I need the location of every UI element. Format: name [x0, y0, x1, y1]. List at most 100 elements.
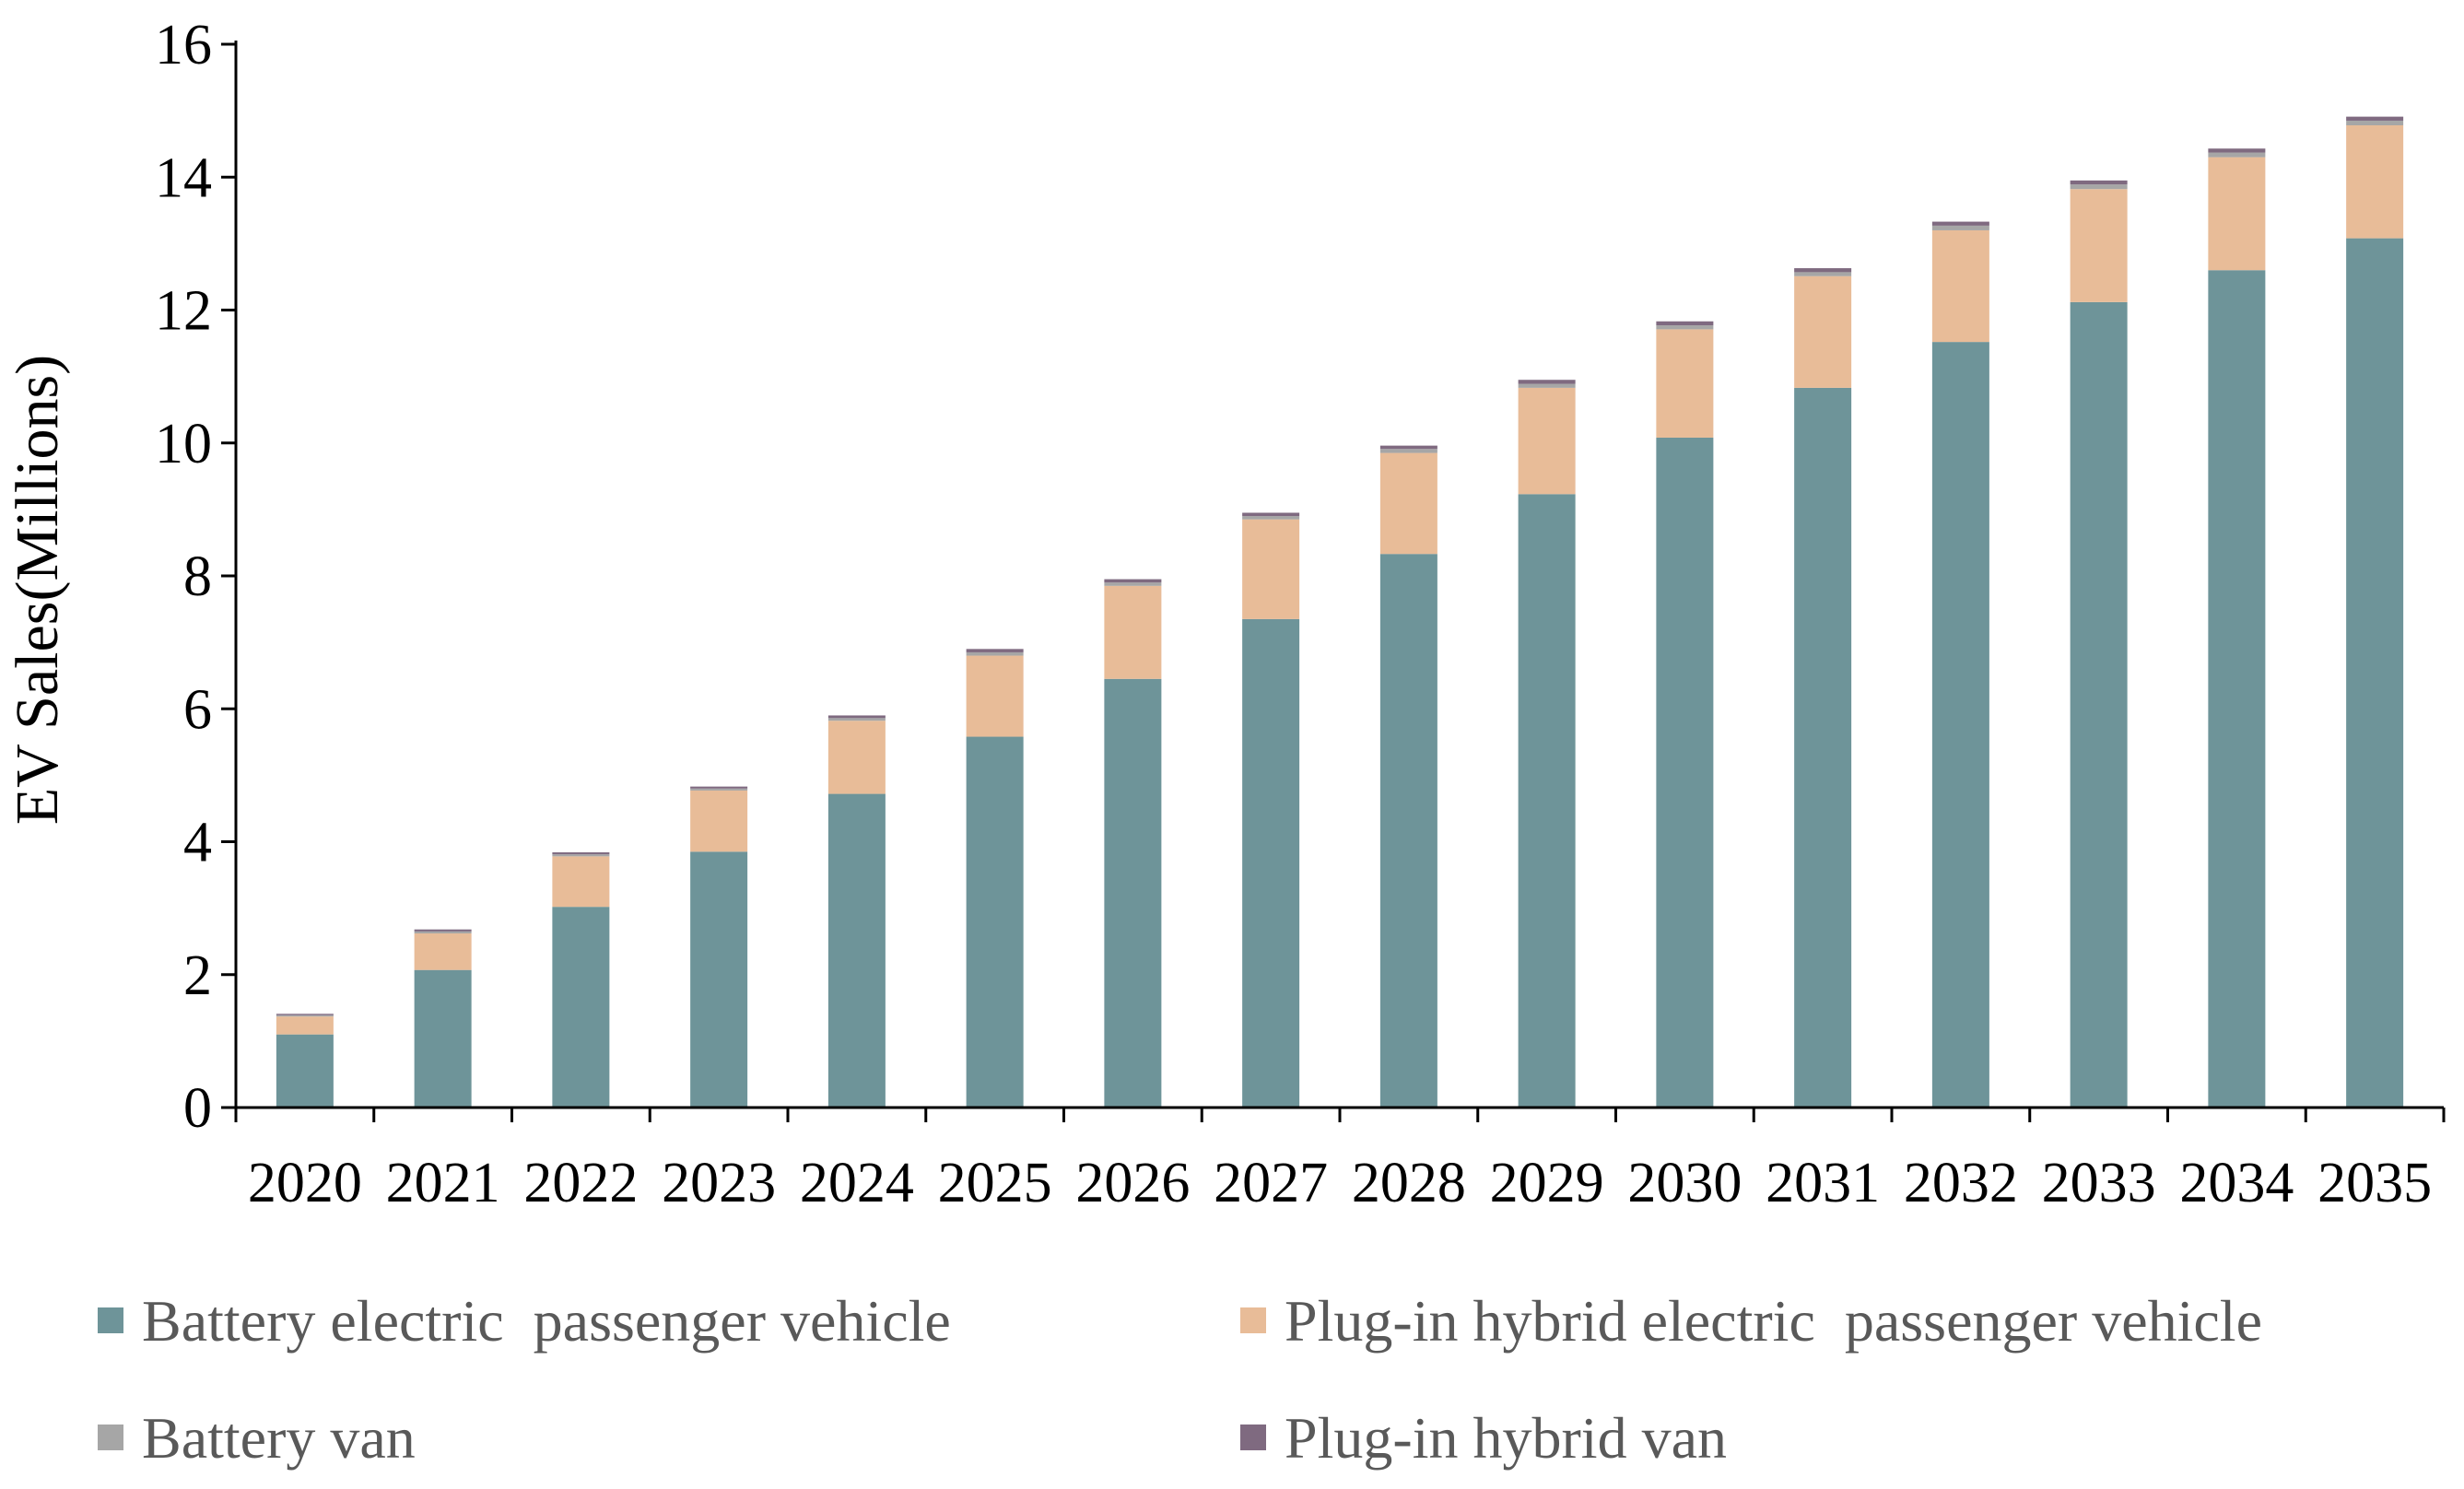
bar-2028-series-2	[1379, 452, 1437, 555]
bar-2029-series-1	[1518, 494, 1576, 1108]
y-tick-label-4: 4	[183, 812, 212, 874]
y-tick-label-0: 0	[183, 1077, 212, 1140]
bar-2025-series-3	[966, 651, 1024, 656]
legend: Battery electric passenger vehicle Plug-i…	[98, 1288, 2262, 1471]
bar-2025-series-1	[966, 736, 1024, 1108]
bar-2022-series-2	[552, 856, 610, 908]
bar-2034-series-1	[2208, 270, 2266, 1108]
legend-swatch-2	[1240, 1307, 1266, 1333]
bar-2020-series-2	[276, 1016, 334, 1035]
x-tick-label-2023: 2023	[662, 1152, 776, 1214]
bar-2022-series-4	[552, 852, 610, 855]
y-tick-label-8: 8	[183, 545, 212, 608]
bar-2033-series-4	[2070, 180, 2128, 185]
bar-2029-series-3	[1518, 383, 1576, 388]
bar-2030-series-2	[1656, 329, 1714, 438]
y-tick-label-14: 14	[155, 147, 212, 209]
bar-2023-series-1	[690, 851, 748, 1108]
legend-item-3: Battery van	[98, 1405, 416, 1471]
x-tick-label-2028: 2028	[1352, 1152, 1466, 1214]
bar-2026-series-2	[1104, 585, 1162, 679]
bar-2035-series-4	[2346, 116, 2404, 121]
x-tick-label-2025: 2025	[938, 1152, 1052, 1214]
bars-layer	[276, 116, 2404, 1108]
bar-2030-series-3	[1656, 325, 1714, 330]
bar-2027-series-4	[1242, 512, 1300, 517]
bar-2022-series-1	[552, 907, 610, 1108]
bar-2021-series-4	[414, 929, 472, 932]
bar-2032-series-3	[1931, 225, 1989, 230]
x-tick-label-2029: 2029	[1490, 1152, 1604, 1214]
bar-2020-series-1	[276, 1034, 334, 1108]
x-tick-label-2026: 2026	[1075, 1152, 1190, 1214]
y-tick-label-16: 16	[155, 14, 212, 76]
bar-2028-series-4	[1379, 445, 1437, 450]
legend-swatch-3	[98, 1425, 123, 1450]
bar-2028-series-3	[1379, 449, 1437, 453]
bar-2030-series-1	[1656, 437, 1714, 1108]
x-tick-label-2027: 2027	[1214, 1152, 1328, 1214]
x-tick-label-2020: 2020	[248, 1152, 362, 1214]
bar-2024-series-1	[827, 793, 886, 1108]
legend-label-2: Plug-in hybrid electric passenger vehicl…	[1285, 1288, 2262, 1354]
x-tick-label-2022: 2022	[523, 1152, 638, 1214]
bar-2032-series-4	[1931, 221, 1989, 226]
bar-2025-series-4	[966, 649, 1024, 652]
bar-2021-series-2	[414, 933, 472, 970]
x-tick-label-2032: 2032	[1904, 1152, 2018, 1214]
x-tick-label-2030: 2030	[1627, 1152, 1742, 1214]
y-axis-title: EV Sales(Millions)	[4, 355, 71, 825]
bar-2023-series-3	[690, 788, 748, 791]
bar-2029-series-2	[1518, 387, 1576, 495]
legend-label-4: Plug-in hybrid van	[1285, 1405, 1727, 1471]
bar-2026-series-3	[1104, 582, 1162, 586]
bar-2024-series-4	[827, 715, 886, 719]
bar-2032-series-2	[1931, 229, 1989, 343]
legend-label-1: Battery electric passenger vehicle	[142, 1288, 951, 1354]
bar-2029-series-4	[1518, 380, 1576, 384]
y-tick-label-12: 12	[155, 280, 212, 343]
bar-2021-series-1	[414, 969, 472, 1108]
x-tick-label-2035: 2035	[2317, 1152, 2432, 1214]
bar-2023-series-2	[690, 790, 748, 852]
bar-2034-series-2	[2208, 157, 2266, 271]
bar-2033-series-1	[2070, 301, 2128, 1108]
bar-2026-series-4	[1104, 579, 1162, 583]
x-tick-label-2034: 2034	[2179, 1152, 2294, 1214]
bar-2031-series-3	[1794, 272, 1852, 276]
bar-2033-series-3	[2070, 184, 2128, 190]
x-tick-label-2031: 2031	[1766, 1152, 1880, 1214]
bar-2027-series-2	[1242, 519, 1300, 619]
bar-2035-series-1	[2346, 238, 2404, 1108]
y-tick-label-2: 2	[183, 944, 212, 1007]
bar-2022-series-3	[552, 854, 610, 857]
bar-2026-series-1	[1104, 678, 1162, 1108]
y-tick-label-6: 6	[183, 678, 212, 741]
bar-2024-series-2	[827, 721, 886, 794]
legend-item-1: Battery electric passenger vehicle	[98, 1288, 951, 1354]
bar-2031-series-4	[1794, 268, 1852, 273]
bar-2021-series-3	[414, 931, 472, 934]
bar-2031-series-2	[1794, 276, 1852, 388]
bar-2028-series-1	[1379, 554, 1437, 1108]
bar-2031-series-1	[1794, 387, 1852, 1108]
y-tick-label-10: 10	[155, 413, 212, 475]
legend-swatch-4	[1240, 1425, 1266, 1450]
bar-2024-series-3	[827, 718, 886, 721]
bar-2023-series-4	[690, 786, 748, 789]
bar-2030-series-4	[1656, 321, 1714, 326]
bar-2035-series-3	[2346, 120, 2404, 125]
bar-2020-series-3	[276, 1014, 334, 1017]
bar-2035-series-2	[2346, 124, 2404, 239]
bar-2034-series-3	[2208, 152, 2266, 158]
bar-2027-series-1	[1242, 618, 1300, 1108]
bar-2034-series-4	[2208, 148, 2266, 153]
legend-item-4: Plug-in hybrid van	[1240, 1405, 1727, 1471]
bar-2027-series-3	[1242, 516, 1300, 520]
x-tick-label-2024: 2024	[800, 1152, 914, 1214]
ticks-layer: 0 2 4 6 8 10 12 14 16 2020 2021 2022 2023 2024 2025 202…	[155, 14, 2446, 1214]
legend-label-3: Battery van	[142, 1405, 416, 1471]
legend-item-2: Plug-in hybrid electric passenger vehicl…	[1240, 1288, 2262, 1354]
bar-2033-series-2	[2070, 189, 2128, 302]
